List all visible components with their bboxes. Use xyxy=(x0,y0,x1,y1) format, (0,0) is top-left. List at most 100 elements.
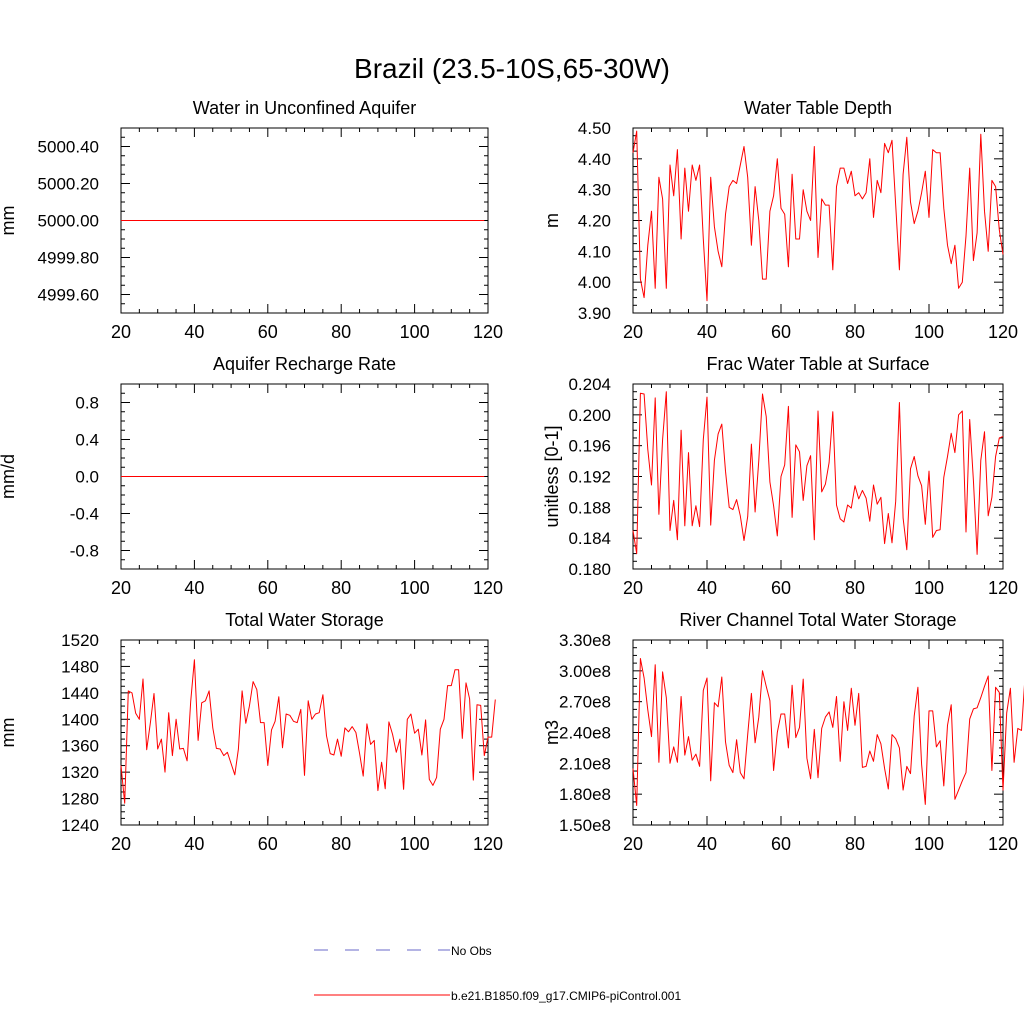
y-tick-label: 1.80e8 xyxy=(559,785,611,804)
x-tick-label: 80 xyxy=(845,834,865,854)
x-tick-label: 20 xyxy=(111,578,131,598)
y-tick-label: 4.50 xyxy=(578,119,611,138)
y-tick-label: 4.10 xyxy=(578,242,611,261)
panel-2: Water Table Depth m 20 40 60 80 100 120 3.90 4.00… xyxy=(542,98,1018,342)
y-tick-label: 1400 xyxy=(61,710,99,729)
panel-title: Total Water Storage xyxy=(225,610,383,630)
y-axis-label: mm/d xyxy=(0,454,18,499)
panel-6: River Channel Total Water Storage m3 20 40 6… xyxy=(542,610,1024,854)
panel-3: Aquifer Recharge Rate mm/d 20 40 60 80 100 120 -… xyxy=(0,354,503,598)
y-tick-label: 4.30 xyxy=(578,181,611,200)
y-axis-label: m3 xyxy=(542,720,562,745)
x-tick-label: 100 xyxy=(400,322,430,342)
x-tick-label: 60 xyxy=(258,834,278,854)
y-tick-label: 0.200 xyxy=(568,406,611,425)
y-tick-label: -0.8 xyxy=(70,542,99,561)
y-tick-label: 1280 xyxy=(61,790,99,809)
y-tick-label: 1360 xyxy=(61,737,99,756)
y-tick-label: 1520 xyxy=(61,631,99,650)
y-axis-label: mm xyxy=(0,718,18,748)
series-line-model xyxy=(632,658,1024,806)
y-tick-label: 4.40 xyxy=(578,150,611,169)
panel-title: Water Table Depth xyxy=(744,98,892,118)
y-axis-label: mm xyxy=(0,206,18,236)
y-tick-label: 2.10e8 xyxy=(559,754,611,773)
y-tick-label: 1.50e8 xyxy=(559,816,611,835)
x-tick-label: 40 xyxy=(184,322,204,342)
x-tick-label: 100 xyxy=(914,578,944,598)
x-tick-label: 40 xyxy=(184,578,204,598)
y-axis-label: m xyxy=(542,213,562,228)
y-tick-label: 3.90 xyxy=(578,304,611,323)
panel-title: Frac Water Table at Surface xyxy=(706,354,929,374)
panels: Water in Unconfined Aquifer mm 20 40 60 80 100… xyxy=(0,98,1024,854)
x-tick-label: 60 xyxy=(771,322,791,342)
x-tick-label: 80 xyxy=(331,322,351,342)
x-tick-label: 120 xyxy=(473,834,503,854)
plot-frame xyxy=(632,127,1004,314)
x-tick-label: 120 xyxy=(988,322,1018,342)
y-tick-label: 1480 xyxy=(61,657,99,676)
y-tick-label: -0.4 xyxy=(70,505,99,524)
y-tick-label: 0.180 xyxy=(568,560,611,579)
x-tick-label: 120 xyxy=(473,578,503,598)
y-tick-label: 5000.40 xyxy=(38,138,99,157)
y-tick-label: 2.40e8 xyxy=(559,724,611,743)
x-tick-label: 100 xyxy=(400,834,430,854)
y-tick-label: 1320 xyxy=(61,763,99,782)
x-tick-label: 100 xyxy=(914,322,944,342)
legend-label-no-obs: No Obs xyxy=(451,944,492,958)
y-tick-label: 3.00e8 xyxy=(559,662,611,681)
y-tick-label: 1240 xyxy=(61,816,99,835)
panel-1: Water in Unconfined Aquifer mm 20 40 60 80 100… xyxy=(0,98,503,342)
y-tick-label: 4.00 xyxy=(578,273,611,292)
series-line-model xyxy=(632,391,1004,555)
y-tick-label: 0.8 xyxy=(75,394,99,413)
x-tick-label: 60 xyxy=(771,578,791,598)
panel-4: Frac Water Table at Surface unitless [0-1… xyxy=(542,354,1018,598)
y-axis-label: unitless [0-1] xyxy=(542,425,562,527)
y-tick-label: 0.192 xyxy=(568,468,611,487)
y-tick-label: 0.184 xyxy=(568,529,611,548)
x-tick-label: 40 xyxy=(184,834,204,854)
legend: No Obs b.e21.B1850.f09_g17.CMIP6-piContr… xyxy=(314,944,681,1003)
panel-title: River Channel Total Water Storage xyxy=(679,610,956,630)
y-tick-label: 5000.00 xyxy=(38,212,99,231)
x-tick-label: 40 xyxy=(697,578,717,598)
y-tick-label: 4999.60 xyxy=(38,286,99,305)
x-tick-label: 20 xyxy=(623,578,643,598)
x-tick-label: 120 xyxy=(988,578,1018,598)
x-tick-label: 20 xyxy=(623,834,643,854)
y-tick-label: 3.30e8 xyxy=(559,631,611,650)
x-tick-label: 120 xyxy=(988,834,1018,854)
plot-frame xyxy=(120,639,489,826)
x-tick-label: 60 xyxy=(258,322,278,342)
x-tick-label: 80 xyxy=(331,834,351,854)
y-tick-label: 4.20 xyxy=(578,212,611,231)
x-tick-label: 60 xyxy=(771,834,791,854)
x-tick-label: 80 xyxy=(845,322,865,342)
y-tick-label: 0.204 xyxy=(568,375,611,394)
y-tick-label: 2.70e8 xyxy=(559,693,611,712)
panel-title: Aquifer Recharge Rate xyxy=(213,354,396,374)
y-tick-label: 0.188 xyxy=(568,498,611,517)
x-tick-label: 40 xyxy=(697,322,717,342)
y-tick-label: 0.4 xyxy=(75,431,99,450)
x-tick-label: 20 xyxy=(623,322,643,342)
x-tick-label: 120 xyxy=(473,322,503,342)
x-tick-label: 80 xyxy=(845,578,865,598)
x-tick-label: 20 xyxy=(111,834,131,854)
y-tick-label: 0.0 xyxy=(75,468,99,487)
figure-title: Brazil (23.5-10S,65-30W) xyxy=(354,53,670,84)
series-line-model xyxy=(120,659,496,804)
panel-title: Water in Unconfined Aquifer xyxy=(193,98,416,118)
panel-5: Total Water Storage mm 20 40 60 80 100 120 1240 1… xyxy=(0,610,503,854)
x-tick-label: 40 xyxy=(697,834,717,854)
y-tick-label: 0.196 xyxy=(568,437,611,456)
legend-label-model: b.e21.B1850.f09_g17.CMIP6-piControl.001 xyxy=(451,989,681,1003)
x-tick-label: 60 xyxy=(258,578,278,598)
x-tick-label: 100 xyxy=(400,578,430,598)
y-tick-label: 4999.80 xyxy=(38,249,99,268)
x-tick-label: 80 xyxy=(331,578,351,598)
